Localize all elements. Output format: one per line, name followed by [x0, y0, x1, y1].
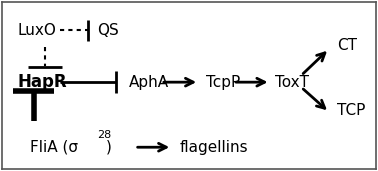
Text: 28: 28 — [98, 130, 112, 140]
Text: flagellins: flagellins — [180, 140, 248, 155]
Text: ToxT: ToxT — [275, 75, 309, 90]
Text: ): ) — [106, 140, 112, 155]
Text: AphA: AphA — [129, 75, 169, 90]
Text: QS: QS — [98, 23, 119, 38]
Text: HapR: HapR — [17, 73, 67, 91]
Text: TcpP: TcpP — [206, 75, 240, 90]
Text: LuxO: LuxO — [17, 23, 56, 38]
Text: FliA (σ: FliA (σ — [30, 140, 78, 155]
Text: CT: CT — [337, 38, 357, 53]
Text: TCP: TCP — [337, 103, 365, 118]
